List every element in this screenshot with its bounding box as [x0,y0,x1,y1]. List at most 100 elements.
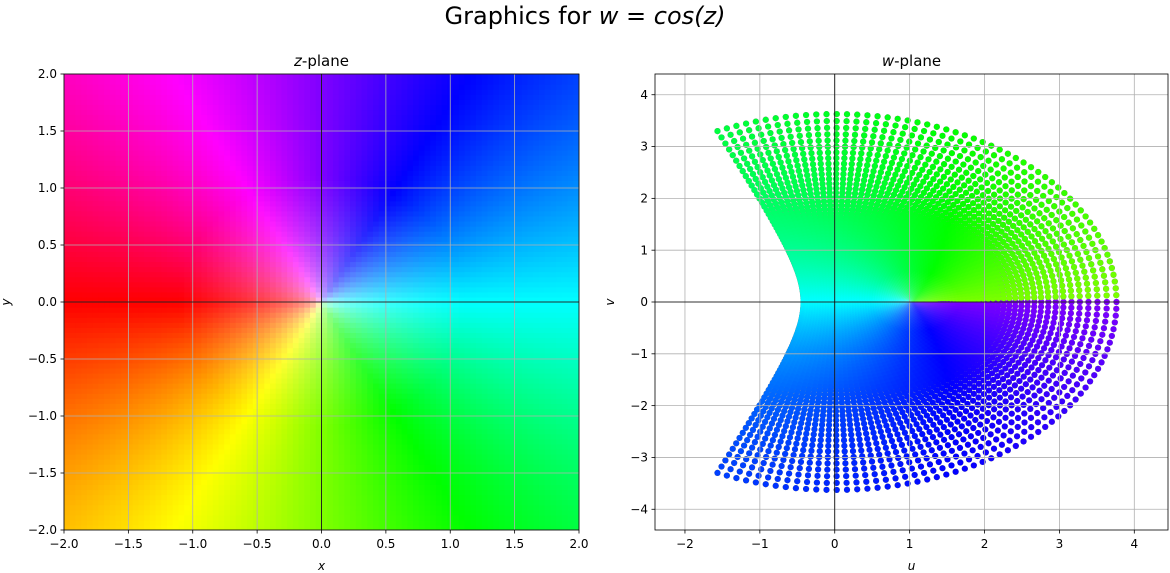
z-plane-cell [252,378,260,384]
z-plane-cell [252,454,260,460]
z-plane-cell [104,347,111,354]
z-plane-cell [212,119,220,126]
z-plane-cell [235,514,242,521]
z-plane-cell [338,337,345,344]
z-plane-cell [172,89,180,95]
z-plane-cell [304,231,311,237]
z-plane-cell [298,489,305,496]
z-plane-cell [167,448,174,455]
z-plane-cell [155,104,162,111]
z-plane-cell [338,428,345,435]
z-plane-cell [298,464,305,470]
z-plane-cell [281,322,288,328]
z-plane-cell [373,99,380,105]
z-plane-cell [75,190,82,197]
z-plane-cell [115,160,122,166]
z-plane-cell [327,469,334,475]
z-plane-cell [235,454,242,460]
z-plane-cell [195,281,202,288]
z-plane-cell [161,180,168,187]
z-plane-cell [115,383,122,389]
z-plane-cell [373,342,380,349]
z-plane-cell [304,236,311,242]
z-plane-cell [361,393,368,399]
z-plane-cell [201,514,208,521]
z-plane-cell [161,504,168,511]
z-plane-cell [252,291,260,298]
z-plane-cell [161,383,168,389]
z-plane-cell [92,479,99,485]
z-plane-cell [367,307,374,313]
z-plane-cell [361,464,368,470]
z-plane-cell [241,459,248,465]
z-plane-cell [361,200,368,207]
z-plane-cell [252,362,260,369]
z-plane-cell [81,372,88,379]
z-plane-cell [178,129,185,136]
z-plane-cell [321,347,328,354]
z-plane-cell [207,312,214,318]
z-plane-cell [109,150,117,156]
z-plane-cell [218,342,225,349]
z-plane-cell [315,215,323,222]
z-plane-cell [338,393,345,399]
z-plane-cell [109,134,117,141]
z-plane-cell [281,393,288,399]
z-plane-cell [138,261,145,268]
z-plane-cell [224,367,231,374]
z-plane-cell [361,119,368,126]
z-plane-cell [332,499,340,506]
z-plane-cell [338,205,345,212]
z-plane-cell [344,114,351,121]
z-plane-cell [195,352,202,359]
z-plane-cell [281,438,288,445]
z-plane-cell [344,134,351,141]
z-plane-cell [195,276,202,283]
z-plane-cell [81,266,88,273]
z-plane-cell [378,398,386,404]
z-plane-cell [355,352,363,359]
z-plane-cell [350,104,357,111]
z-plane-cell [155,180,162,187]
z-plane-cell [315,165,323,171]
z-plane-cell [315,514,323,521]
z-plane-cell [247,499,254,506]
z-plane-cell [224,398,231,404]
z-plane-cell [378,448,386,455]
z-plane-cell [332,109,340,116]
z-plane-cell [86,99,94,105]
z-plane-cell [310,296,317,303]
z-plane-cell [126,296,134,303]
z-plane-cell [92,236,99,242]
z-plane-cell [252,150,260,156]
z-plane-cell [344,220,351,227]
z-plane-cell [201,469,208,475]
z-plane-cell [178,317,185,323]
z-plane-cell [332,489,340,496]
z-plane-cell [304,261,311,268]
z-plane-cell [167,459,174,465]
z-plane-cell [373,383,380,389]
z-plane-cell [184,205,191,212]
z-plane-cell [338,256,345,263]
z-plane-cell [195,286,202,293]
z-plane-cell [195,180,202,187]
z-plane-cell [98,246,105,252]
z-plane-cell [92,388,99,394]
z-plane-cell [81,281,88,288]
z-plane-cell [149,337,157,344]
z-plane-cell [138,307,145,313]
z-plane-cell [287,459,294,465]
z-plane-cell [298,499,305,506]
z-plane-cell [161,124,168,131]
z-plane-cell [75,448,82,455]
z-plane-cell [275,256,283,263]
z-plane-cell [304,322,311,328]
z-plane-cell [201,464,208,470]
z-plane-cell [161,443,168,450]
z-plane-cell [144,251,151,257]
z-plane-cell [115,489,122,496]
z-plane-cell [218,195,225,202]
z-plane-cell [92,469,99,475]
z-plane-cell [64,190,71,197]
